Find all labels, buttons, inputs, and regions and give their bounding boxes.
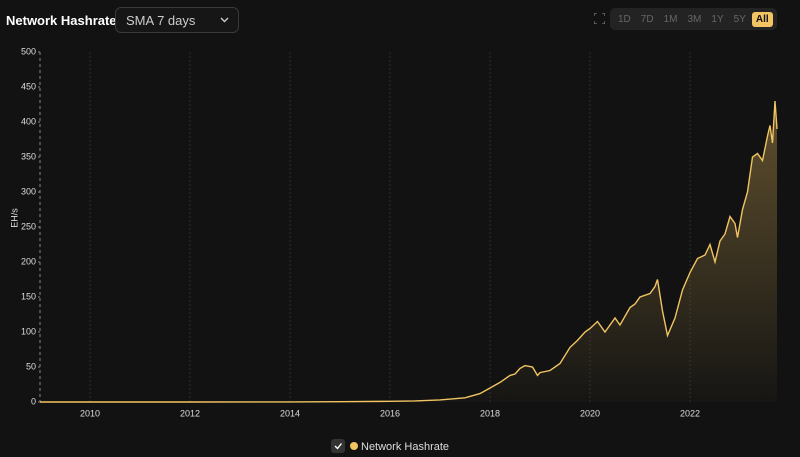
y-tick-label: 50 <box>26 361 36 371</box>
x-tick-label: 2020 <box>580 408 600 418</box>
chevron <box>220 17 229 23</box>
legend-checkbox <box>331 439 345 453</box>
range-button[interactable]: 1D <box>618 13 631 25</box>
dropdown-label: SMA 7 days <box>126 13 196 28</box>
y-tick-label: 400 <box>21 116 36 126</box>
x-tick-label: 2014 <box>280 408 300 418</box>
x-tick-label: 2012 <box>180 408 200 418</box>
y-axis-label: EH/s <box>9 208 19 228</box>
legend-swatch <box>350 442 358 450</box>
x-tick-label: 2022 <box>680 408 700 418</box>
line <box>40 100 778 403</box>
x-tick-label: 2018 <box>480 408 500 418</box>
range-selector: 1D 7D 1M 3M 1Y 5Y All <box>610 8 777 30</box>
y-tick-label: 0 <box>31 396 36 406</box>
sma-dropdown[interactable]: SMA 7 days <box>115 7 239 33</box>
x-tick-label: 2010 <box>80 408 100 418</box>
legend: Network Hashrate <box>331 439 449 453</box>
range-button[interactable]: 3M <box>687 13 702 25</box>
y-tick-label: 500 <box>21 46 36 56</box>
y-tick-label: 350 <box>21 151 36 161</box>
y-tick-label: 450 <box>21 81 36 91</box>
range-button[interactable]: All <box>751 11 773 27</box>
range-button[interactable]: 1M <box>663 13 678 25</box>
y-tick-label: 200 <box>21 256 36 266</box>
y-tick-label: 150 <box>21 291 36 301</box>
legend-check <box>334 443 343 450</box>
range-button[interactable]: 5Y <box>733 13 746 25</box>
range-button[interactable]: 1Y <box>711 13 724 25</box>
range-button[interactable]: 7D <box>640 13 654 25</box>
x-tick-label: 2016 <box>380 408 400 418</box>
page-title: Network Hashrate <box>6 13 117 28</box>
y-tick-label: 100 <box>21 326 36 336</box>
y-tick-label: 250 <box>21 221 36 231</box>
y-tick-label: 300 <box>21 186 36 196</box>
area-fill <box>40 101 777 402</box>
legend-label: Network Hashrate <box>361 441 449 453</box>
